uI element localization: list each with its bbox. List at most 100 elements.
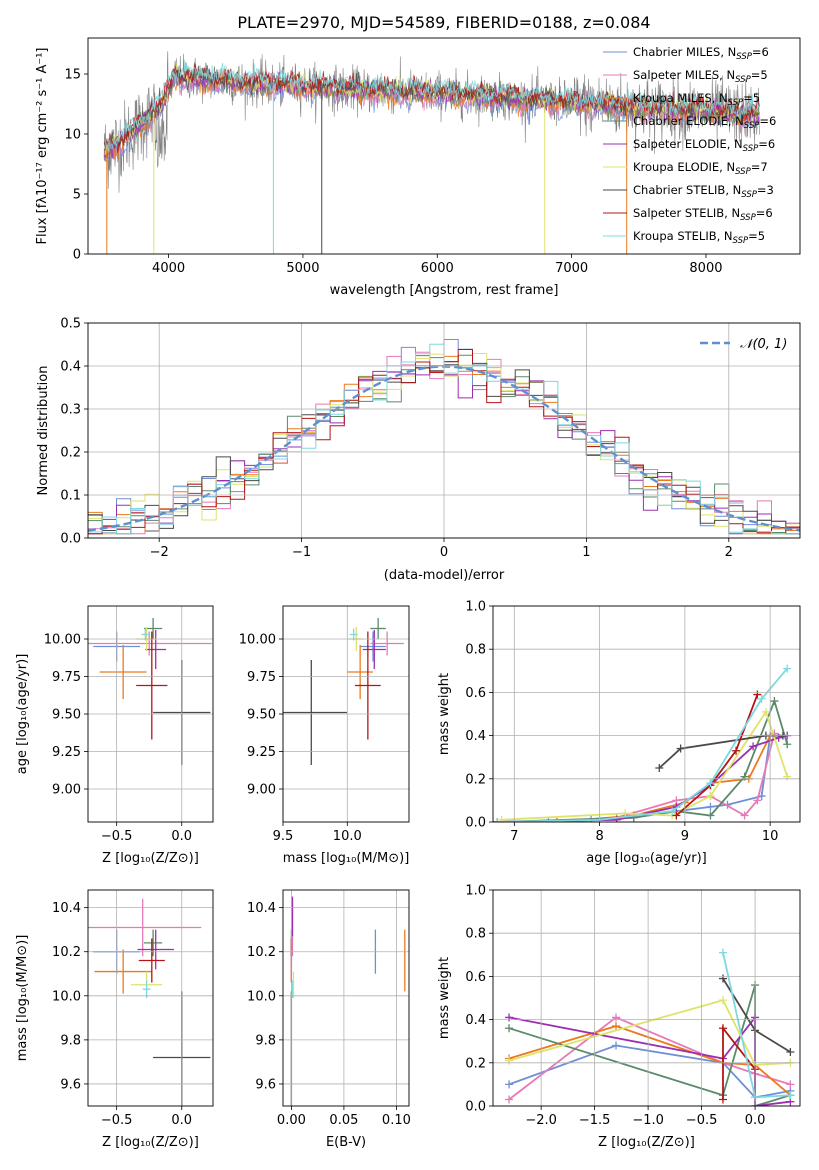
panel-5: −0.5 0.0 9.6 9.8 10.0 10.2 10.4 Z [log₁₀(Z/Z⊙)]… [15,889,214,1150]
axes-frame [87,322,801,539]
weight-marker [672,811,681,820]
weight-marker [706,811,715,820]
weight-marker [761,707,770,716]
y-tick-label: 0.1 [60,489,81,504]
x-tick-label: 0.0 [171,829,192,844]
y-tick-label: 0.6 [465,686,486,701]
legend-entry-krou_stelib: Kroupa STELIB, NSSP=5 [633,229,765,246]
errorbar-krou_miles [94,949,152,994]
x-tick-label: −1.5 [579,1113,611,1128]
y-axis-label: mass weight [437,957,452,1039]
weight-marker [505,1013,514,1022]
y-axis-label: mass [log₁₀(M/M⊙)] [15,935,30,1062]
x-tick-label: 6000 [421,261,454,276]
x-axis-label: E(B-V) [326,1135,366,1150]
x-axis-label: age [log₁₀(age/yr)] [586,851,707,866]
errorbar-chab_stelib [283,660,348,765]
x-tick-label: 7 [510,829,518,844]
weight-marker [783,740,792,749]
weight-marker [740,811,749,820]
x-tick-label: 8 [595,829,603,844]
legend-entry-chab_miles: Chabrier MILES, NSSP=6 [633,45,769,62]
x-tick-label: 1 [582,545,590,560]
errorbar-salp_miles [370,631,404,656]
weight-marker [786,1048,795,1056]
weight-marker [505,1056,514,1065]
y-axis-label: age [log₁₀(age/yr)] [15,654,30,775]
x-axis-label: Z [log₁₀(Z/Z⊙)] [102,851,199,866]
y-tick-label: 0.0 [465,1100,486,1115]
panel-4: 7 8 9 10 0.0 0.2 0.4 0.6 0.8 1.0 age [log₁₀(age/yr… [437,600,801,866]
weight-marker [493,818,502,822]
weight-marker [770,697,779,706]
legend-entry-salp_miles: Salpeter MILES, NSSP=5 [633,68,768,85]
x-tick-label: −1.0 [632,1113,664,1128]
y-tick-label: 0.0 [60,532,81,547]
errorbar-chab_miles [360,631,386,662]
x-tick-label: 9 [681,829,689,844]
weight-line [501,709,789,821]
errorbar-krou_stelib [349,628,358,641]
x-axis-label: Z [log₁₀(Z/Z⊙)] [102,1135,199,1150]
weight-marker [753,690,762,699]
axes-frame [492,605,801,823]
x-axis-label: Z [log₁₀(Z/Z⊙)] [598,1135,695,1150]
x-tick-label: −2 [150,545,169,560]
y-tick-label: 9.50 [52,708,81,723]
y-tick-label: 9.00 [52,783,81,798]
y-tick-label: 9.00 [247,783,276,798]
weight-series-krou_stelib [493,664,792,822]
errorbar-krou_miles [99,645,147,699]
weight-marker [718,1024,727,1033]
y-tick-label: 9.25 [247,745,276,760]
axes-frame [282,889,410,1107]
panel-0: 4000 5000 6000 7000 8000 0 5 10 15 wavelength [An… [35,37,801,298]
x-tick-label: 10 [762,829,779,844]
y-tick-label: 0.3 [60,403,81,418]
y-tick-label: 0.8 [465,927,486,942]
weight-line [508,999,791,1066]
spectrum-title: PLATE=2970, MJD=54589, FIBERID=0188, z=0… [237,13,650,32]
y-tick-label: 0.2 [60,446,81,461]
panel-2: −0.5 0.0 9.00 9.25 9.50 9.75 10.00 Z [log₁₀(Z/Z… [15,605,214,866]
weight-marker [749,742,758,751]
panel-6: 0.00 0.05 0.10 9.6 9.8 10.0 10.2 10.4 E(B-V) [247,889,411,1150]
x-tick-label: 7000 [555,261,588,276]
weight-marker [505,1095,514,1104]
y-tick-label: 0.0 [465,816,486,831]
legend-entry-krou_miles: Kroupa MILES, NSSP=5 [633,91,760,108]
errorbar-salp_elodie [137,929,174,970]
y-tick-label: 1.0 [465,884,486,899]
weight-line [497,668,788,822]
y-tick-label: 0.8 [465,643,486,658]
y-tick-label: 10.2 [247,945,276,960]
y-tick-label: 9.8 [255,1033,276,1048]
y-tick-label: 0.4 [465,1013,486,1028]
y-tick-label: 10.4 [52,901,81,916]
weight-marker [655,764,664,772]
axes-frame [87,889,214,1107]
errorbar-salp_stelib [136,631,168,740]
y-axis-label: Normed distribution [36,366,51,496]
y-tick-label: 10.4 [247,901,276,916]
axes-frame [87,605,214,823]
weight-marker [740,772,749,781]
errorbar-krou_miles [347,645,373,699]
weight-marker [786,1080,795,1089]
y-tick-label: 9.75 [52,670,81,685]
axes-frame [492,889,801,1107]
x-tick-label: 9.5 [273,829,294,844]
legend-entry-salp_elodie: Salpeter ELODIE, NSSP=6 [633,137,775,154]
errorbar-krou_stelib [142,980,151,998]
legend-entry-krou_elodie: Kroupa ELODIE, NSSP=7 [633,160,768,177]
weight-marker [706,779,715,788]
errorbar-salp_miles [88,631,212,656]
y-tick-label: 1.0 [465,600,486,615]
x-axis-label: mass [log₁₀(M/M⊙)] [283,851,410,866]
y-tick-label: 9.50 [247,708,276,723]
panel-7: −2.0 −1.5 −1.0 −0.5 0.0 0.0 0.2 0.4 0.6 0.8 1.0 Z [… [437,884,801,1150]
x-tick-label: 0.10 [382,1113,411,1128]
weight-marker [676,744,685,753]
x-tick-label: 8000 [689,261,722,276]
